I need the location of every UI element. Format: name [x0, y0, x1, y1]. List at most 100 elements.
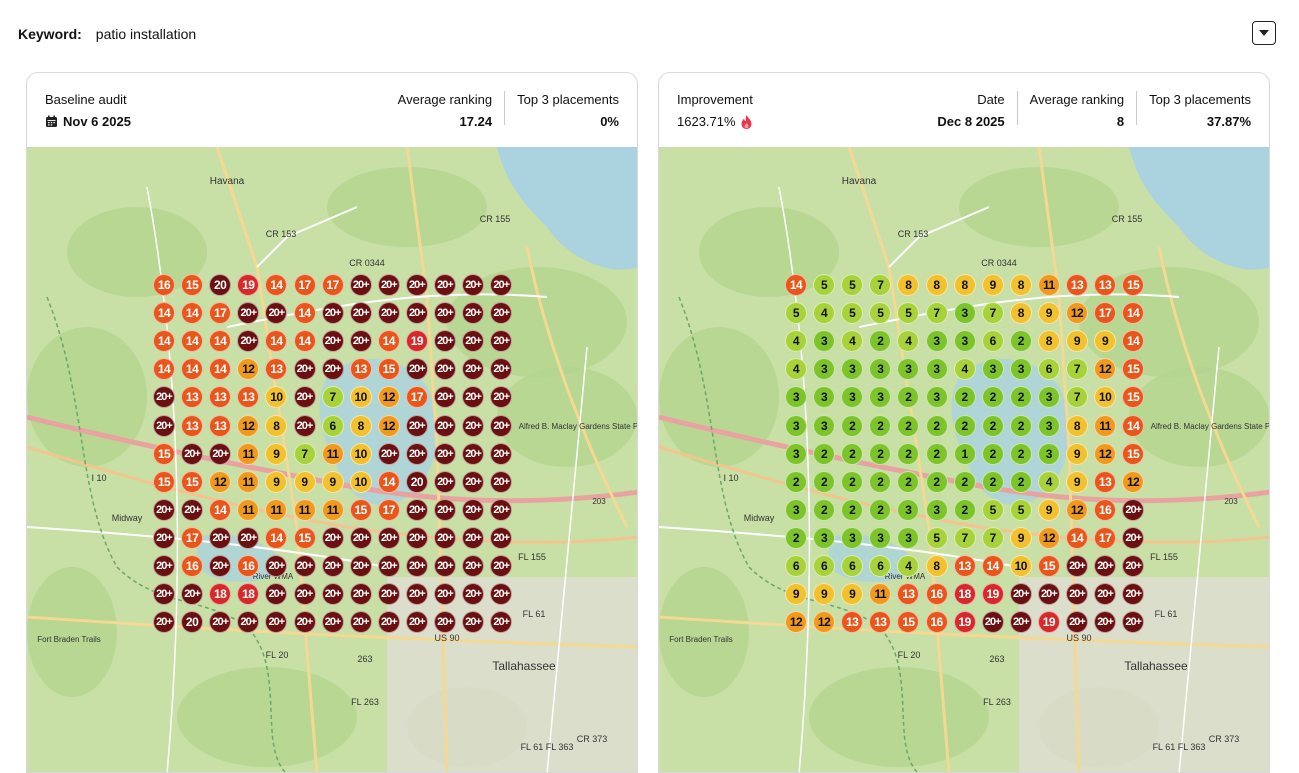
rank-marker[interactable]: 11	[265, 498, 288, 521]
rank-marker[interactable]: 20+	[293, 414, 316, 437]
rank-marker[interactable]: 13	[209, 386, 232, 409]
rank-marker[interactable]: 15	[293, 526, 316, 549]
rank-marker[interactable]: 20+	[462, 555, 485, 577]
rank-marker[interactable]: 20+	[349, 330, 372, 353]
rank-marker[interactable]: 20+	[490, 611, 513, 634]
rank-marker[interactable]: 20+	[1037, 583, 1060, 606]
rank-marker[interactable]: 6	[813, 555, 836, 577]
rank-marker[interactable]: 8	[1066, 414, 1088, 437]
rank-marker[interactable]: 14	[293, 330, 316, 353]
rank-marker[interactable]: 20+	[462, 414, 485, 437]
rank-marker[interactable]: 14	[209, 358, 232, 381]
rank-marker[interactable]: 10	[349, 442, 372, 465]
rank-marker[interactable]: 2	[925, 414, 948, 437]
rank-marker[interactable]: 20+	[490, 358, 513, 381]
rank-marker[interactable]: 20+	[490, 302, 513, 325]
rank-marker[interactable]: 19	[405, 330, 428, 353]
keyword-dropdown-button[interactable]	[1252, 21, 1276, 45]
rank-marker[interactable]: 20+	[1122, 526, 1145, 549]
rank-marker[interactable]: 20+	[293, 386, 316, 409]
rank-marker[interactable]: 12	[1094, 358, 1117, 381]
rank-marker[interactable]: 20+	[349, 274, 372, 296]
rank-marker[interactable]: 3	[813, 526, 836, 549]
rank-marker[interactable]: 20+	[1122, 555, 1145, 577]
rank-marker[interactable]: 20+	[462, 386, 485, 409]
rank-marker[interactable]: 19	[981, 583, 1004, 606]
rank-marker[interactable]: 15	[1037, 555, 1060, 577]
rank-marker[interactable]: 13	[265, 358, 288, 381]
rank-marker[interactable]: 12	[1066, 302, 1088, 325]
rank-marker[interactable]: 3	[925, 498, 948, 521]
rank-marker[interactable]: 4	[897, 330, 920, 353]
rank-marker[interactable]: 13	[869, 611, 892, 634]
rank-marker[interactable]: 12	[785, 611, 807, 634]
rank-marker[interactable]: 13	[953, 555, 976, 577]
rank-marker[interactable]: 20+	[377, 302, 400, 325]
rank-marker[interactable]: 2	[953, 414, 976, 437]
rank-marker[interactable]: 20+	[293, 555, 316, 577]
rank-marker[interactable]: 3	[897, 526, 920, 549]
rank-marker[interactable]: 7	[925, 302, 948, 325]
rank-marker[interactable]: 20+	[153, 498, 175, 521]
rank-marker[interactable]: 2	[897, 442, 920, 465]
rank-marker[interactable]: 20+	[153, 386, 175, 409]
rank-marker[interactable]: 20+	[490, 583, 513, 606]
rank-marker[interactable]: 3	[841, 386, 864, 409]
rank-marker[interactable]: 2	[953, 470, 976, 493]
rank-marker[interactable]: 7	[321, 386, 344, 409]
rank-marker[interactable]: 8	[953, 274, 976, 296]
rank-marker[interactable]: 2	[953, 498, 976, 521]
rank-marker[interactable]: 17	[1094, 302, 1117, 325]
rank-marker[interactable]: 15	[153, 470, 175, 493]
rank-marker[interactable]: 13	[349, 358, 372, 381]
rank-marker[interactable]: 20+	[490, 442, 513, 465]
rank-marker[interactable]: 3	[785, 498, 807, 521]
rank-marker[interactable]: 5	[897, 302, 920, 325]
rank-marker[interactable]: 20+	[434, 526, 456, 549]
rank-marker[interactable]: 3	[925, 386, 948, 409]
rank-marker[interactable]: 14	[181, 330, 204, 353]
rank-marker[interactable]: 7	[293, 442, 316, 465]
rank-marker[interactable]: 16	[153, 274, 175, 296]
rank-marker[interactable]: 3	[1037, 442, 1060, 465]
rank-marker[interactable]: 20+	[490, 274, 513, 296]
rank-marker[interactable]: 9	[1037, 302, 1060, 325]
rank-marker[interactable]: 13	[209, 414, 232, 437]
rank-marker[interactable]: 6	[841, 555, 864, 577]
rank-marker[interactable]: 3	[813, 358, 836, 381]
rank-marker[interactable]: 3	[813, 386, 836, 409]
rank-marker[interactable]: 11	[237, 442, 260, 465]
rank-marker[interactable]: 20+	[293, 583, 316, 606]
rank-marker[interactable]: 20+	[153, 414, 175, 437]
rank-marker[interactable]: 20+	[434, 611, 456, 634]
rank-marker[interactable]: 20+	[490, 414, 513, 437]
rank-marker[interactable]: 14	[181, 302, 204, 325]
rank-marker[interactable]: 20+	[181, 583, 204, 606]
rank-marker[interactable]: 20+	[321, 302, 344, 325]
rank-marker[interactable]: 20+	[1066, 583, 1088, 606]
rank-marker[interactable]: 2	[841, 442, 864, 465]
rank-marker[interactable]: 13	[841, 611, 864, 634]
rank-marker[interactable]: 3	[1037, 386, 1060, 409]
rank-marker[interactable]: 17	[181, 526, 204, 549]
rank-marker[interactable]: 20+	[237, 302, 260, 325]
rank-marker[interactable]: 7	[981, 302, 1004, 325]
rank-marker[interactable]: 2	[841, 470, 864, 493]
rank-marker[interactable]: 20+	[349, 526, 372, 549]
rank-marker[interactable]: 20+	[405, 302, 428, 325]
rank-marker[interactable]: 14	[153, 358, 175, 381]
rank-marker[interactable]: 20+	[1009, 611, 1032, 634]
rank-marker[interactable]: 15	[1122, 358, 1145, 381]
rank-marker[interactable]: 20+	[349, 583, 372, 606]
rank-marker[interactable]: 16	[181, 555, 204, 577]
rank-marker[interactable]: 2	[841, 414, 864, 437]
rank-marker[interactable]: 20+	[490, 555, 513, 577]
rank-marker[interactable]: 4	[841, 330, 864, 353]
rank-marker[interactable]: 20+	[265, 302, 288, 325]
rank-marker[interactable]: 14	[1122, 302, 1145, 325]
rank-marker[interactable]: 20+	[462, 358, 485, 381]
rank-marker[interactable]: 20+	[377, 583, 400, 606]
rank-marker[interactable]: 5	[813, 274, 836, 296]
rank-marker[interactable]: 20+	[265, 555, 288, 577]
rank-marker[interactable]: 14	[153, 302, 175, 325]
